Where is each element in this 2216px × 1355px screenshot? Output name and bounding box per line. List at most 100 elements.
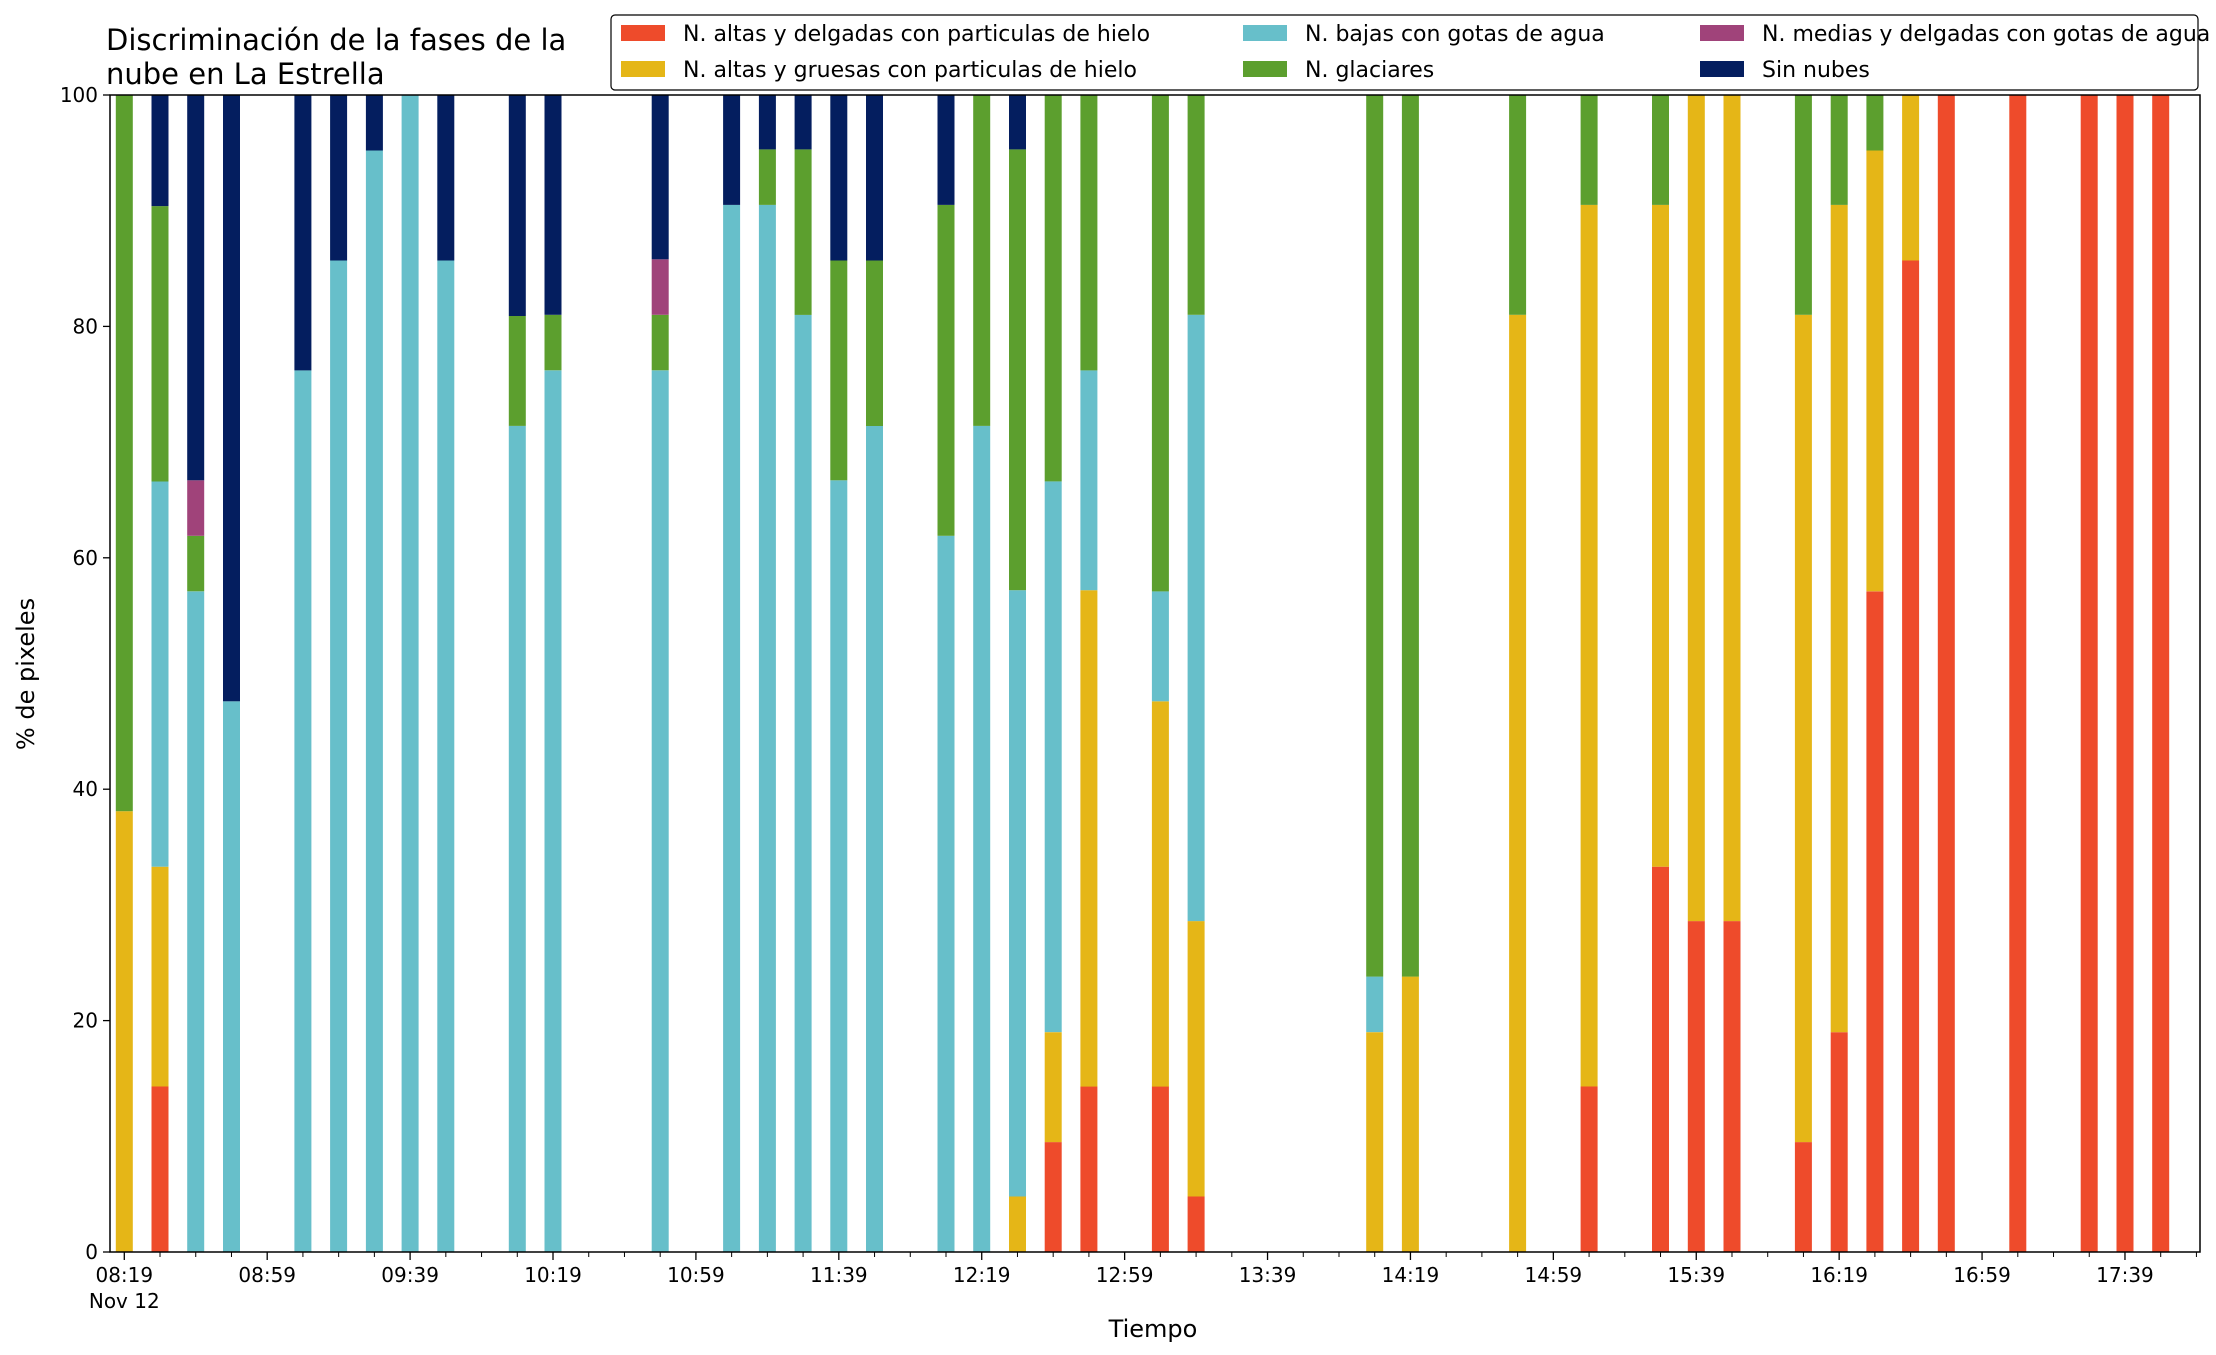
bar-stack <box>1151 95 1169 1252</box>
bar-segment-thick_ice <box>1509 314 1527 1252</box>
plot-frame <box>109 94 2201 1253</box>
bar-segment-thick_ice <box>1652 204 1669 867</box>
x-tick-label: 11:39 <box>810 1263 868 1287</box>
bar-segment-clear <box>223 95 240 702</box>
y-tick-label: 60 <box>73 546 98 570</box>
x-axis-label: Tiempo <box>1108 1315 1198 1343</box>
legend-swatch <box>621 25 665 41</box>
bar-segment-thin_ice <box>2009 95 2027 1252</box>
bar-segment-glacier <box>1401 95 1419 977</box>
bar-segment-glacier <box>973 95 991 426</box>
y-tick-label: 40 <box>73 777 98 801</box>
legend-swatch <box>1243 61 1287 77</box>
legend-label: N. bajas con gotas de agua <box>1305 22 1605 47</box>
bar-segment-thin_ice <box>1830 1032 1848 1252</box>
bar-segment-thick_ice <box>151 866 169 1087</box>
bar-stack <box>1937 95 1955 1252</box>
chart-title-line-2: nube en La Estrella <box>106 57 385 91</box>
bar-stack <box>294 95 312 1252</box>
bar-segment-low_water <box>973 425 991 1252</box>
bar-stack <box>437 95 455 1252</box>
bar-segment-thick_ice <box>1902 95 1920 261</box>
bar-segment-glacier <box>1580 95 1598 205</box>
bar-segment-glacier <box>1009 149 1026 591</box>
bar-segment-low_water <box>401 95 419 1252</box>
bar-segment-clear <box>544 95 562 315</box>
x-axis: 08:19 08:59 09:39 10:19 10:59 11:39 12:19 12:59… <box>89 1252 2197 1313</box>
legend-entry-thick_ice: N. altas y gruesas con particulas de hie… <box>621 58 1137 83</box>
bar-segment-thin_ice <box>2152 95 2170 1252</box>
legend-swatch <box>1243 25 1287 41</box>
bar-segment-clear <box>330 95 348 261</box>
bar-segment-thick_ice <box>1866 150 1884 592</box>
bar-segment-low_water <box>544 370 562 1252</box>
bar-segment-thin_ice <box>1866 591 1884 1252</box>
legend-entry-thin_ice: N. altas y delgadas con particulas de hi… <box>621 22 1150 47</box>
bar-segment-clear <box>866 95 883 261</box>
bar-segment-clear <box>365 95 383 151</box>
legend-entry-glacier: N. glaciares <box>1243 58 1434 83</box>
bar-segment-low_water <box>758 204 776 1252</box>
bar-stack <box>1366 95 1384 1252</box>
x-tick-label: 09:39 <box>381 1263 439 1287</box>
bar-segment-thick_ice <box>115 811 133 1252</box>
bar-segment-thick_ice <box>1830 204 1848 1033</box>
y-tick-label: 80 <box>73 314 98 338</box>
bar-stack <box>151 95 169 1252</box>
bar-stack <box>401 95 419 1252</box>
x-tick-label: 14:59 <box>1525 1263 1583 1287</box>
bar-segment-low_water <box>1080 370 1098 591</box>
bar-segment-glacier <box>794 149 812 315</box>
bar-segment-low_water <box>651 370 669 1252</box>
bar-segment-thin_ice <box>1687 921 1705 1252</box>
bar-stack <box>330 95 348 1252</box>
legend-entry-low_water: N. bajas con gotas de agua <box>1243 22 1605 47</box>
bar-segment-glacier <box>544 314 562 371</box>
bar-segment-glacier <box>830 260 848 481</box>
bar-segment-glacier <box>1080 95 1098 371</box>
bar-stack <box>508 95 526 1252</box>
y-axis-label: % de pixeles <box>12 598 40 750</box>
bar-segment-thin_ice <box>2080 95 2098 1252</box>
bar-segment-glacier <box>1187 95 1205 315</box>
bar-segment-clear <box>651 95 669 260</box>
bar-segment-thick_ice <box>1723 95 1741 922</box>
bar-segment-low_water <box>1187 314 1205 922</box>
x-tick-label: 12:59 <box>1096 1263 1154 1287</box>
bar-stack <box>1830 95 1848 1252</box>
bar-stack <box>1509 95 1527 1252</box>
y-tick-label: 0 <box>85 1240 98 1264</box>
bar-stack <box>758 95 776 1252</box>
x-tick-label: 08:19 <box>95 1263 153 1287</box>
bar-segment-low_water <box>723 204 741 1252</box>
bar-stack <box>1866 95 1884 1252</box>
bar-segment-low_water <box>866 425 883 1252</box>
bar-segment-clear <box>830 95 848 261</box>
bar-segment-glacier <box>1366 95 1384 977</box>
bar-segment-thick_ice <box>1794 314 1812 1143</box>
bar-segment-glacier <box>151 206 169 482</box>
x-date-label: Nov 12 <box>89 1289 160 1313</box>
bar-segment-clear <box>437 95 455 261</box>
x-tick-label: 12:19 <box>953 1263 1011 1287</box>
legend-swatch <box>1700 61 1744 77</box>
bar-segment-thin_ice <box>1723 921 1741 1252</box>
bar-segment-glacier <box>1652 95 1669 205</box>
bar-stack <box>723 95 741 1252</box>
bar-stack <box>830 95 848 1252</box>
bar-segment-thick_ice <box>1580 204 1598 1087</box>
bar-segment-glacier <box>1794 95 1812 315</box>
bar-stack <box>1187 95 1205 1252</box>
bar-segment-low_water <box>794 314 812 1252</box>
bar-segment-thick_ice <box>1044 1032 1062 1143</box>
bar-segment-thin_ice <box>1902 260 1920 1252</box>
bar-stack <box>1401 95 1419 1252</box>
bar-stack <box>115 95 133 1252</box>
bar-segment-glacier <box>1830 95 1848 205</box>
bar-stack <box>973 95 991 1252</box>
x-tick-label: 17:39 <box>2096 1263 2154 1287</box>
bar-segment-thin_ice <box>1044 1142 1062 1252</box>
bar-stack <box>223 95 240 1252</box>
bar-segment-thin_ice <box>2116 95 2134 1252</box>
